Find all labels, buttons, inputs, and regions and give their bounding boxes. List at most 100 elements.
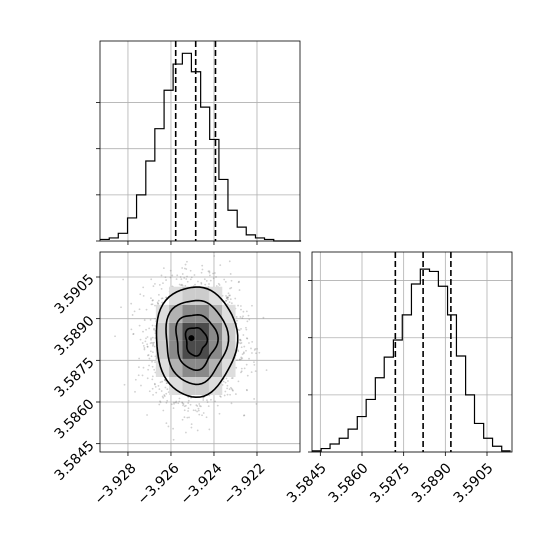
sample-point — [192, 409, 195, 412]
sample-point — [185, 431, 187, 434]
sample-point — [184, 404, 187, 407]
sample-point — [122, 278, 125, 281]
sample-point — [164, 386, 167, 389]
sample-point — [245, 328, 248, 331]
sample-point — [224, 381, 227, 384]
sample-point — [245, 349, 247, 352]
sample-point — [133, 310, 136, 313]
sample-point — [230, 387, 233, 390]
sample-point — [237, 350, 240, 353]
sample-point — [215, 285, 218, 287]
sample-point — [178, 397, 181, 400]
sample-point — [150, 303, 153, 306]
sample-point — [253, 398, 256, 400]
sample-point — [224, 280, 227, 283]
sample-point — [176, 274, 179, 277]
sample-point — [189, 403, 192, 406]
sample-point — [250, 371, 253, 374]
sample-point — [194, 283, 196, 286]
sample-point — [180, 284, 183, 287]
sample-point — [152, 299, 154, 302]
sample-point — [188, 416, 190, 419]
sample-point — [166, 382, 169, 385]
sample-point — [234, 297, 237, 300]
sample-point — [226, 296, 228, 299]
sample-point — [226, 387, 229, 390]
sample-point — [248, 318, 251, 321]
sample-point — [169, 269, 172, 272]
sample-point — [240, 358, 243, 360]
sample-point — [243, 414, 245, 417]
sample-point — [130, 328, 133, 331]
sample-point — [265, 369, 268, 372]
sample-point — [183, 277, 186, 279]
sample-point — [217, 282, 220, 285]
sample-point — [240, 327, 242, 330]
sample-point — [224, 390, 227, 393]
sample-point — [218, 284, 221, 286]
sample-point — [159, 381, 162, 384]
sample-point — [151, 378, 154, 381]
sample-point — [228, 294, 231, 297]
sample-point — [178, 400, 181, 403]
sample-point — [198, 405, 201, 407]
sample-point — [242, 334, 245, 336]
sample-point — [148, 390, 151, 393]
axes-frame — [311, 251, 513, 453]
density-block — [195, 304, 209, 323]
sample-point — [138, 366, 140, 369]
sample-point — [155, 391, 158, 394]
sample-point — [150, 355, 153, 358]
sample-point — [150, 278, 153, 281]
sample-point — [142, 330, 144, 333]
sample-point — [120, 306, 122, 309]
sample-point — [225, 294, 227, 297]
sample-point — [169, 276, 172, 279]
sample-point — [225, 297, 228, 300]
sample-point — [153, 341, 155, 344]
sample-point — [196, 405, 199, 407]
sample-point — [227, 380, 229, 382]
sample-point — [240, 356, 243, 359]
sample-point — [241, 317, 244, 319]
sample-point — [202, 399, 205, 401]
sample-point — [236, 359, 238, 361]
sample-point — [165, 401, 168, 404]
sample-point — [146, 414, 148, 416]
sample-point — [141, 374, 144, 377]
sample-point — [163, 394, 166, 396]
sample-point — [227, 292, 230, 295]
sample-point — [181, 267, 184, 269]
sample-point — [183, 405, 186, 408]
sample-point — [218, 412, 221, 415]
sample-point — [226, 384, 229, 387]
sample-point — [253, 363, 256, 366]
sample-point — [256, 347, 258, 350]
y-tick-label: 3.5875 — [52, 355, 98, 401]
sample-point — [161, 301, 164, 304]
sample-point — [215, 276, 217, 278]
density-block — [155, 340, 170, 359]
sample-point — [246, 320, 249, 323]
sample-point — [251, 304, 253, 307]
histogram-step — [312, 268, 511, 452]
sample-point — [159, 401, 162, 404]
sample-point — [241, 353, 244, 356]
sample-point — [146, 346, 149, 348]
sample-point — [243, 345, 246, 348]
sample-point — [193, 274, 196, 276]
sample-point — [240, 346, 243, 349]
sample-point — [239, 316, 242, 318]
density-block — [182, 377, 196, 396]
sample-point — [167, 425, 170, 428]
sample-point — [154, 383, 156, 386]
sample-point — [229, 287, 231, 290]
sample-point — [143, 348, 146, 351]
histogram-panel-x — [96, 40, 302, 245]
sample-point — [178, 283, 181, 286]
sample-point — [240, 341, 243, 344]
sample-point — [146, 336, 149, 338]
sample-point — [205, 280, 208, 282]
sample-point — [151, 324, 154, 327]
